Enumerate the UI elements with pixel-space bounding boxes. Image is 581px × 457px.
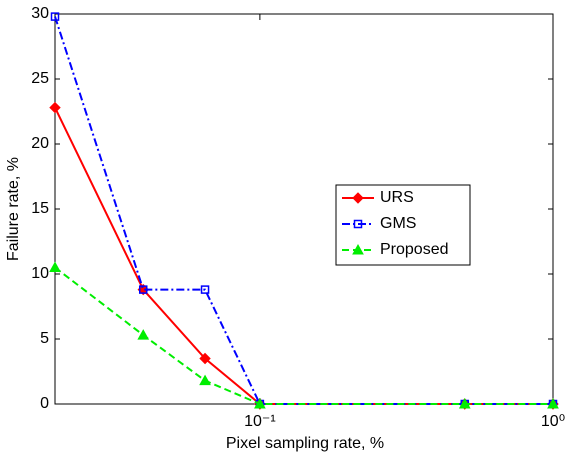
plot-frame xyxy=(54,13,554,405)
x-axis-label: Pixel sampling rate, % xyxy=(226,435,384,452)
marker xyxy=(200,285,210,294)
legend-marker xyxy=(352,243,364,255)
legend-marker xyxy=(353,219,363,229)
series-line xyxy=(54,16,553,405)
legend-label: URS xyxy=(380,189,414,206)
y-tick-label: 15 xyxy=(31,200,49,217)
marker xyxy=(199,352,211,365)
x-tick-label: 10⁻¹ xyxy=(244,413,276,430)
marker xyxy=(137,329,150,340)
marker xyxy=(547,397,559,409)
marker xyxy=(199,374,211,386)
x-tick-label: 10⁰ xyxy=(541,413,565,430)
y-tick-label: 25 xyxy=(31,70,49,87)
y-tick-label: 0 xyxy=(40,395,49,412)
y-tick-label: 30 xyxy=(31,5,49,22)
legend-marker xyxy=(352,192,364,204)
y-axis-label: Failure rate, % xyxy=(5,157,22,261)
marker xyxy=(254,397,266,409)
series-line xyxy=(54,107,553,405)
series-line xyxy=(54,266,553,405)
legend-label: Proposed xyxy=(380,241,449,258)
marker xyxy=(138,285,148,294)
marker xyxy=(49,101,61,114)
legend-label: GMS xyxy=(380,215,416,232)
legend: URS GMS Proposed xyxy=(335,184,471,266)
marker xyxy=(50,12,60,21)
marker xyxy=(458,397,471,409)
y-tick-label: 10 xyxy=(31,265,49,282)
marker xyxy=(49,261,61,272)
y-tick-label: 5 xyxy=(40,330,49,347)
y-tick-label: 20 xyxy=(31,135,49,152)
